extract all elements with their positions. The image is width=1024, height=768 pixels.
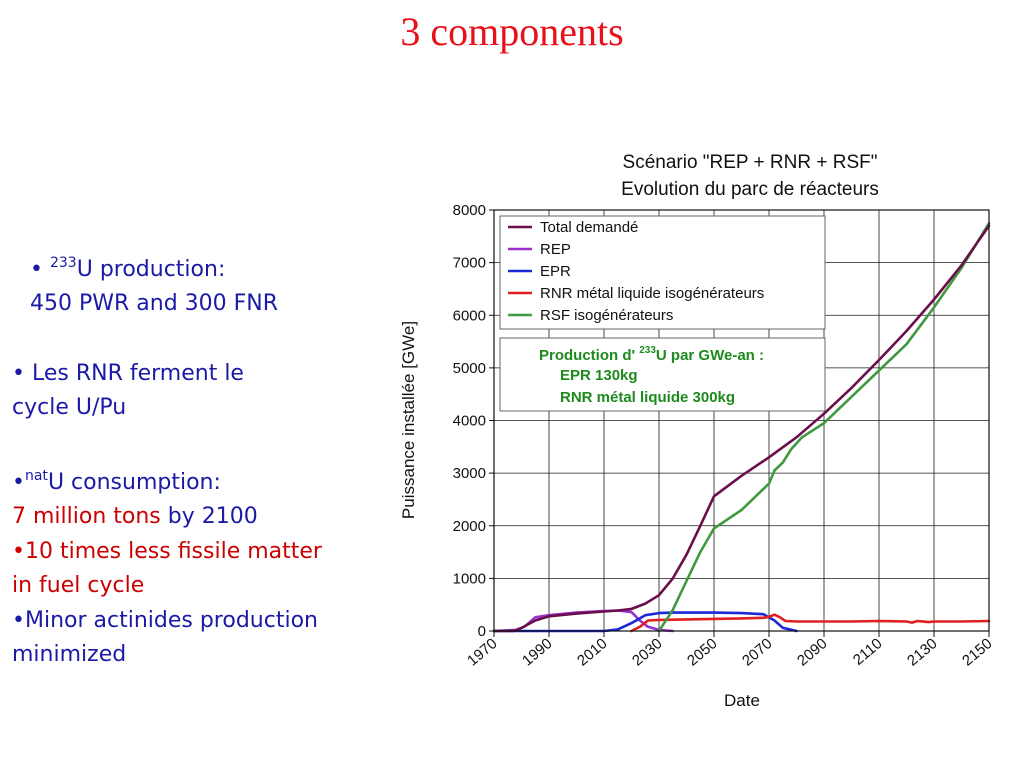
- x-tick-label: 2110: [850, 635, 886, 669]
- bullet-text: U consumption:: [47, 470, 221, 495]
- x-tick-label: 2090: [794, 635, 830, 669]
- x-tick-label: 2130: [904, 635, 940, 669]
- y-tick-label: 7000: [453, 255, 486, 272]
- series-line: [492, 611, 798, 633]
- annotation-box: Production d' 233U par GWe-an : EPR 130k…: [499, 337, 826, 412]
- annotation-superscript: 233: [639, 345, 656, 356]
- legend-items: Total demandé REP EPR RNR métal liquide iso…: [508, 219, 764, 324]
- y-tick-label: 3000: [453, 465, 486, 482]
- x-tick-label: 2070: [739, 635, 775, 669]
- legend-label: RSF isogénérateurs: [540, 307, 673, 324]
- bullet-text: •Minor actinides production: [12, 608, 318, 633]
- bullet-text: by 2100: [160, 504, 258, 529]
- x-tick-label: 1990: [519, 635, 555, 669]
- annotation-frame: [499, 337, 826, 412]
- bullet-natu-consumption: •natU consumption: 7 million tons by 210…: [12, 466, 258, 534]
- y-tick-label: 2000: [453, 518, 486, 535]
- bullet-text: • Les RNR ferment le: [12, 361, 244, 386]
- x-tick-label: 1970: [464, 635, 500, 669]
- chart-subtitle: Evolution du parc de réacteurs: [621, 179, 879, 200]
- reactor-fleet-chart: Scénario "REP + RNR + RSF" Evolution du …: [399, 152, 996, 710]
- legend-label: REP: [540, 241, 571, 258]
- bullet-minor-actinides: •Minor actinides production minimized: [12, 604, 318, 672]
- y-tick-label: 5000: [453, 360, 486, 377]
- y-tick-label: 1000: [453, 570, 486, 587]
- series-line: [630, 613, 991, 633]
- superscript: 233: [49, 255, 77, 271]
- legend-label: RNR métal liquide isogénérateurs: [540, 285, 764, 302]
- annotation-title: Production d' 233U par GWe-an :: [539, 345, 764, 364]
- superscript: nat: [24, 468, 48, 484]
- y-tick-label: 0: [478, 623, 486, 640]
- chart-series-group: [492, 221, 991, 633]
- y-tick-label: 6000: [453, 307, 486, 324]
- annotation-title-rest: U par GWe-an :: [656, 347, 764, 364]
- x-tick-label: 2050: [684, 635, 720, 669]
- bullet-prefix: •: [12, 470, 25, 495]
- bullet-prefix: •: [30, 257, 50, 282]
- bullet-233u-production: • 233U production: 450 PWR and 300 FNR: [30, 253, 278, 321]
- series-line: [492, 224, 991, 633]
- series-line: [657, 221, 991, 633]
- y-tick-label: 4000: [453, 413, 486, 430]
- bullet-text: •10 times less fissile matter: [12, 539, 322, 564]
- x-tick-label: 2010: [574, 635, 610, 669]
- legend-label: EPR: [540, 263, 571, 280]
- annotation-rnr-line: RNR métal liquide 300kg: [560, 389, 735, 406]
- annotation-epr-line: EPR 130kg: [560, 367, 638, 384]
- y-axis-label: Puissance installée [GWe]: [399, 321, 418, 519]
- annotation-title-text: Production d': [539, 347, 635, 364]
- legend-label: Total demandé: [540, 219, 638, 236]
- bullet-text: in fuel cycle: [12, 573, 145, 598]
- slide-title: 3 components: [400, 9, 624, 54]
- bullet-text: minimized: [12, 642, 127, 667]
- bullet-text: cycle U/Pu: [12, 395, 127, 420]
- bullet-text: U production:: [76, 257, 226, 282]
- bullet-rnr-cycle: • Les RNR ferment le cycle U/Pu: [12, 357, 244, 425]
- bullet-text: 450 PWR and 300 FNR: [30, 291, 279, 316]
- legend: Total demandé REP EPR RNR métal liquide iso…: [499, 215, 826, 330]
- y-tick-label: 8000: [453, 202, 486, 219]
- x-axis-label: Date: [724, 691, 760, 710]
- bullet-text-highlight: 7 million tons: [12, 504, 161, 529]
- bullet-fissile-matter: •10 times less fissile matter in fuel cy…: [12, 535, 322, 603]
- chart-title: Scénario "REP + RNR + RSF": [623, 152, 878, 173]
- legend-box: [499, 215, 826, 330]
- x-tick-label: 2030: [629, 635, 665, 669]
- x-tick-label: 2150: [959, 635, 995, 669]
